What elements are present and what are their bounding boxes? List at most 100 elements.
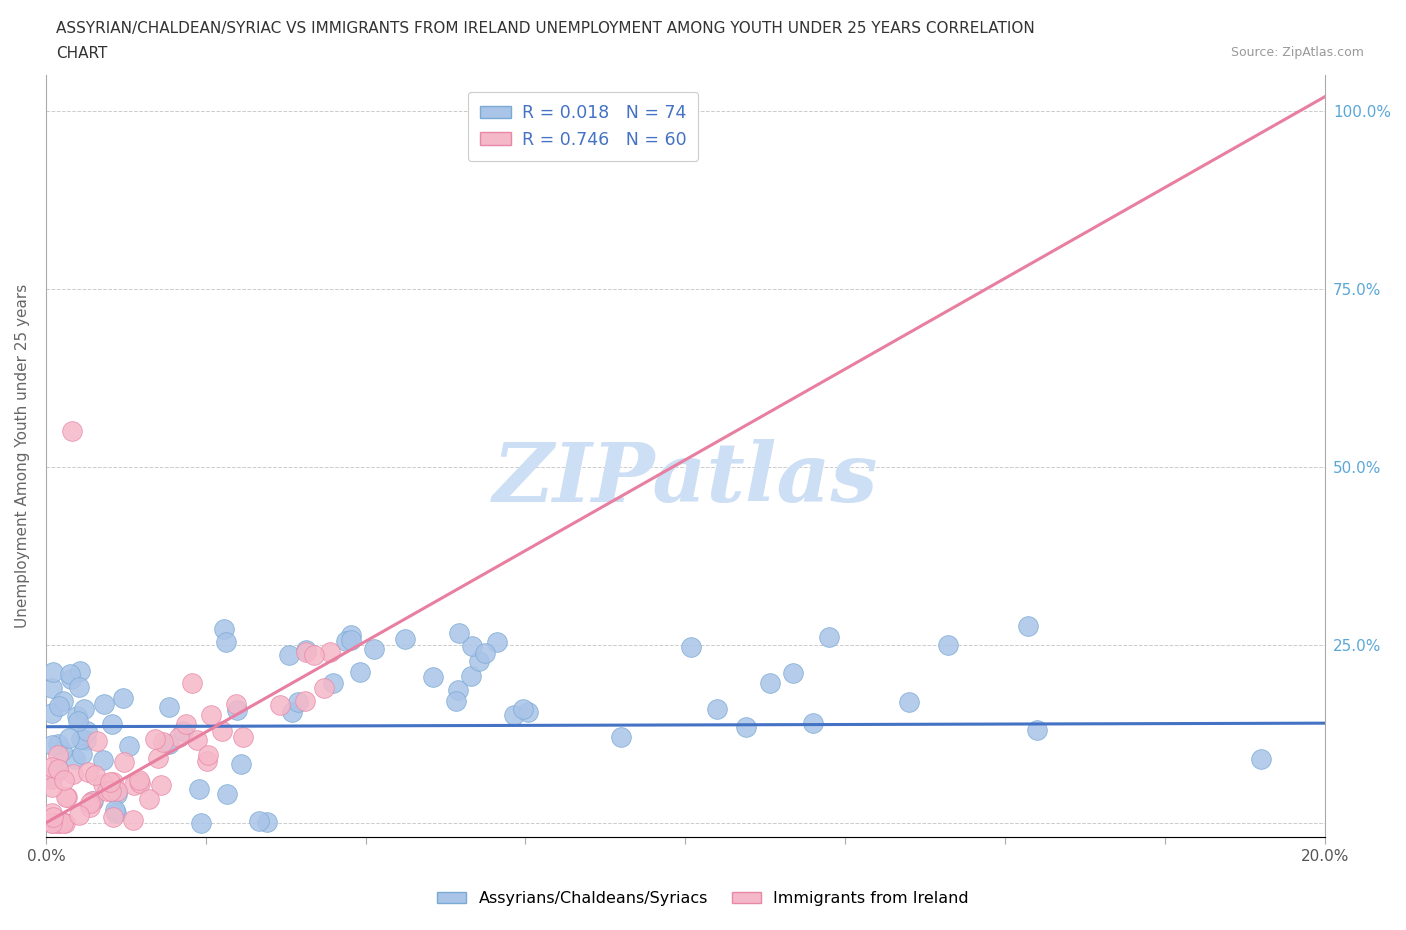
Point — [129, 776, 152, 790]
Point — [65, 751, 87, 766]
Point — [759, 676, 782, 691]
Point — [122, 777, 145, 792]
Point — [67, 714, 90, 729]
Point — [143, 732, 166, 747]
Point — [48, 816, 70, 830]
Point — [56, 790, 79, 804]
Point — [103, 775, 125, 790]
Y-axis label: Unemployment Among Youth under 25 years: Unemployment Among Youth under 25 years — [15, 285, 30, 629]
Point — [256, 814, 278, 829]
Text: ASSYRIAN/CHALDEAN/SYRIAC VS IMMIGRANTS FROM IRELAND UNEMPLOYMENT AMONG YOUTH UND: ASSYRIAN/CHALDEAN/SYRIAC VS IMMIGRANTS F… — [56, 21, 1035, 36]
Point — [174, 717, 197, 732]
Point — [52, 816, 75, 830]
Point — [60, 424, 83, 439]
Point — [314, 681, 336, 696]
Point — [76, 724, 98, 738]
Point — [41, 737, 63, 752]
Point — [149, 778, 172, 793]
Point — [73, 701, 96, 716]
Point — [41, 772, 63, 787]
Point — [287, 695, 309, 710]
Point — [225, 697, 247, 711]
Point — [394, 631, 416, 646]
Point — [91, 752, 114, 767]
Point — [79, 795, 101, 810]
Point — [53, 773, 76, 788]
Point — [269, 698, 291, 712]
Point — [294, 644, 316, 659]
Point — [67, 679, 90, 694]
Point — [936, 638, 959, 653]
Point — [340, 628, 363, 643]
Text: CHART: CHART — [56, 46, 108, 60]
Point — [80, 794, 103, 809]
Point — [91, 777, 114, 791]
Point — [41, 705, 63, 720]
Point — [46, 748, 69, 763]
Point — [128, 773, 150, 788]
Point — [138, 791, 160, 806]
Point — [200, 708, 222, 723]
Point — [195, 754, 218, 769]
Point — [62, 766, 84, 781]
Point — [98, 775, 121, 790]
Point — [51, 815, 73, 830]
Point — [172, 724, 194, 738]
Point — [86, 733, 108, 748]
Point — [801, 716, 824, 731]
Point — [96, 783, 118, 798]
Point — [70, 732, 93, 747]
Point — [128, 775, 150, 790]
Point — [735, 719, 758, 734]
Point — [485, 634, 508, 649]
Point — [226, 702, 249, 717]
Point — [304, 648, 326, 663]
Point — [66, 709, 89, 724]
Point — [84, 767, 107, 782]
Point — [105, 787, 128, 802]
Point — [93, 697, 115, 711]
Point — [212, 622, 235, 637]
Point — [42, 810, 65, 825]
Legend: Assyrians/Chaldeans/Syriacs, Immigrants from Ireland: Assyrians/Chaldeans/Syriacs, Immigrants … — [430, 885, 976, 912]
Point — [69, 663, 91, 678]
Point — [157, 700, 180, 715]
Point — [188, 781, 211, 796]
Point — [75, 733, 97, 748]
Point — [118, 738, 141, 753]
Point — [211, 724, 233, 738]
Point — [247, 814, 270, 829]
Text: Source: ZipAtlas.com: Source: ZipAtlas.com — [1230, 46, 1364, 59]
Point — [232, 730, 254, 745]
Point — [447, 683, 470, 698]
Point — [77, 764, 100, 779]
Point — [197, 747, 219, 762]
Point — [42, 665, 65, 680]
Point — [105, 783, 128, 798]
Point — [101, 809, 124, 824]
Point — [610, 730, 633, 745]
Point — [41, 805, 63, 820]
Point — [82, 794, 104, 809]
Point — [516, 705, 538, 720]
Point — [55, 790, 77, 804]
Point — [112, 755, 135, 770]
Text: ZIPatlas: ZIPatlas — [492, 439, 879, 519]
Point — [294, 643, 316, 658]
Point — [100, 783, 122, 798]
Point — [1026, 723, 1049, 737]
Point — [46, 816, 69, 830]
Point — [190, 815, 212, 830]
Point — [335, 633, 357, 648]
Point — [58, 730, 80, 745]
Point — [146, 751, 169, 765]
Point — [41, 816, 63, 830]
Point — [1017, 618, 1039, 633]
Point — [59, 666, 82, 681]
Point — [152, 735, 174, 750]
Point — [363, 641, 385, 656]
Point — [215, 635, 238, 650]
Point — [215, 787, 238, 802]
Point — [278, 647, 301, 662]
Point — [898, 695, 921, 710]
